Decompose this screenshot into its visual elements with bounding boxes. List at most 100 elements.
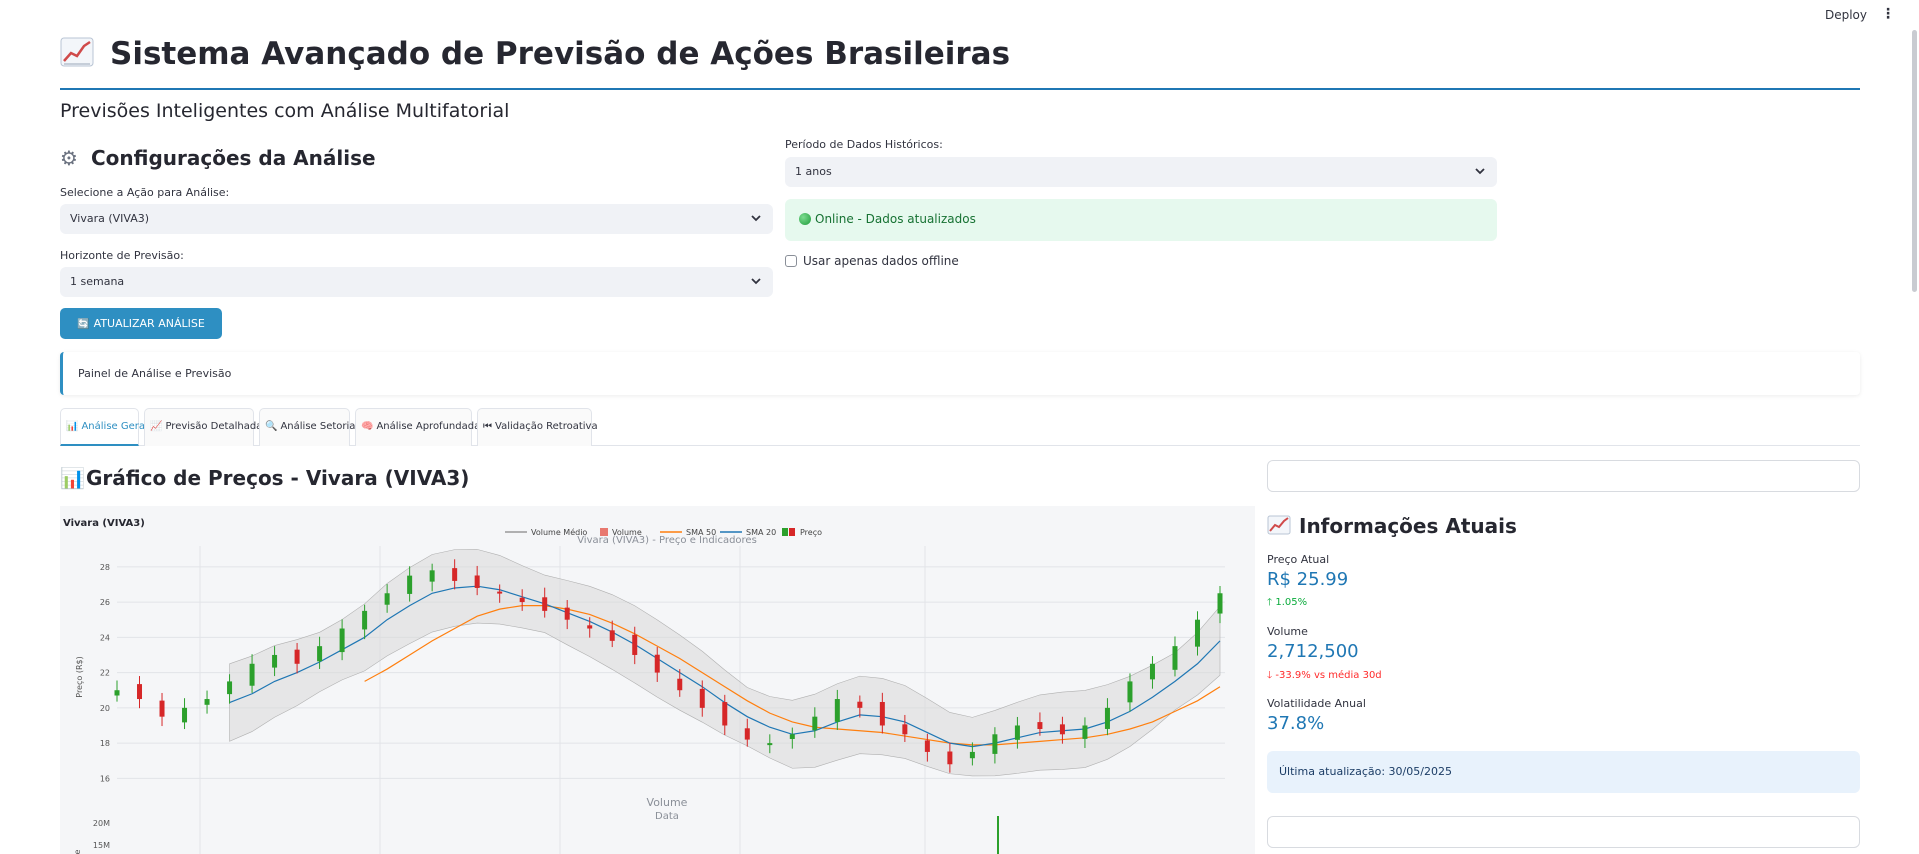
tab-analise-setorial[interactable]: 🔍 Análise Setorial bbox=[259, 408, 358, 446]
legend-swatch bbox=[600, 528, 608, 536]
price-chart-svg[interactable]: 16 18 20 22 24 26 28 Vivara (VIVA3) Vivara (VIVA… bbox=[60, 506, 1255, 854]
candle-body bbox=[902, 724, 908, 735]
chevron-down-icon bbox=[751, 215, 761, 222]
panel-title-text: Painel de Análise e Previsão bbox=[78, 367, 232, 380]
panel-title-box: Painel de Análise e Previsão bbox=[60, 352, 1860, 395]
info-title: Informações Atuais bbox=[1267, 514, 1517, 538]
stock-select[interactable]: Vivara (VIVA3) bbox=[60, 204, 773, 234]
candle-body bbox=[1149, 663, 1155, 680]
price-metric-label: Preço Atual bbox=[1267, 553, 1330, 566]
candle-body bbox=[789, 734, 795, 739]
legend-label: Volume Médio bbox=[531, 527, 587, 537]
empty-container-top bbox=[1267, 460, 1860, 492]
period-select-label: Período de Dados Históricos: bbox=[785, 138, 943, 151]
candle-body bbox=[834, 699, 840, 722]
last-update-banner: Última atualização: 30/05/2025 bbox=[1267, 751, 1860, 793]
candle-body bbox=[1127, 681, 1133, 703]
candle-body bbox=[474, 575, 480, 588]
price-metric-delta: 🡑 1.05% bbox=[1267, 595, 1307, 612]
y-tick-label: 28 bbox=[100, 563, 110, 572]
checkbox-icon[interactable] bbox=[785, 255, 797, 267]
stock-select-label: Selecione a Ação para Análise: bbox=[60, 186, 230, 199]
candle-body bbox=[452, 568, 458, 581]
legend-label: Preço bbox=[800, 528, 822, 537]
tab-analise-aprofundada[interactable]: 🧠 Análise Aprofundada bbox=[355, 408, 480, 446]
gear-icon: ⚙ bbox=[60, 146, 78, 170]
period-select[interactable]: 1 anos bbox=[785, 157, 1497, 187]
candle-body bbox=[429, 570, 435, 582]
candle-body bbox=[1037, 722, 1043, 730]
candle-body bbox=[1172, 646, 1178, 670]
update-analysis-button[interactable]: 🔄 ATUALIZAR ANÁLISE bbox=[60, 308, 222, 339]
bollinger-band bbox=[229, 549, 1221, 777]
candle-body bbox=[677, 678, 683, 691]
legend-label: Volume bbox=[612, 528, 642, 537]
tab-label: Previsão Detalhada bbox=[165, 421, 263, 432]
refresh-icon: 🔄 bbox=[77, 319, 90, 330]
chevron-down-icon bbox=[751, 278, 761, 285]
candle-body bbox=[587, 625, 593, 629]
candle-body bbox=[1014, 725, 1020, 740]
status-banner: Online - Dados atualizados bbox=[785, 199, 1497, 241]
config-title-text: Configurações da Análise bbox=[90, 146, 376, 170]
candle-body bbox=[362, 610, 368, 630]
period-select-value: 1 anos bbox=[795, 165, 832, 178]
kebab-menu-icon[interactable]: ⋮ bbox=[1881, 6, 1895, 22]
tab-previsao-detalhada[interactable]: 📈 Previsão Detalhada bbox=[144, 408, 262, 446]
page-title: Sistema Avançado de Previsão de Ações Br… bbox=[60, 36, 1010, 72]
info-title-text: Informações Atuais bbox=[1299, 514, 1517, 538]
candle-body bbox=[1217, 593, 1223, 614]
stock-select-value: Vivara (VIVA3) bbox=[70, 212, 150, 225]
status-text: Online - Dados atualizados bbox=[815, 212, 976, 226]
empty-container-bottom bbox=[1267, 816, 1860, 848]
candle-body bbox=[632, 634, 638, 655]
price-metric-value: R$ 25.99 bbox=[1267, 569, 1349, 590]
update-analysis-label: ATUALIZAR ANÁLISE bbox=[93, 317, 205, 330]
title-divider bbox=[60, 88, 1860, 90]
candle-body bbox=[767, 743, 773, 746]
candle-body bbox=[969, 751, 975, 759]
candle-body bbox=[407, 575, 413, 594]
candle-body bbox=[339, 628, 345, 653]
deploy-button[interactable]: Deploy bbox=[1824, 8, 1867, 22]
volatility-metric-label: Volatilidade Anual bbox=[1267, 697, 1366, 710]
arrow-up-icon: 🡑 bbox=[1267, 597, 1276, 608]
candle-body bbox=[249, 663, 255, 686]
legend-label: SMA 20 bbox=[746, 528, 776, 537]
volume-axis-label: e bbox=[73, 849, 82, 854]
candle-body bbox=[1194, 619, 1200, 647]
candle-body bbox=[272, 654, 278, 668]
price-chart[interactable]: 16 18 20 22 24 26 28 Vivara (VIVA3) Vivara (VIVA… bbox=[60, 506, 1255, 854]
chart-section-title: 📊Gráfico de Preços - Vivara (VIVA3) bbox=[60, 466, 469, 490]
candle-body bbox=[654, 654, 660, 673]
horizon-select-label: Horizonte de Previsão: bbox=[60, 249, 184, 262]
legend-label: SMA 50 bbox=[686, 528, 716, 537]
chart-increasing-icon bbox=[60, 37, 94, 67]
tab-validacao-retroativa[interactable]: ⏮ Validação Retroativa bbox=[477, 408, 598, 446]
volume-metric-label: Volume bbox=[1267, 625, 1308, 638]
y-tick-label: 22 bbox=[100, 669, 110, 678]
volume-subplot-title: Volume bbox=[647, 796, 688, 809]
horizon-select[interactable]: 1 semana bbox=[60, 267, 773, 297]
tab-label: Análise Geral bbox=[81, 421, 148, 432]
magnifier-icon: 🔍 bbox=[265, 421, 278, 432]
candle-body bbox=[137, 684, 143, 700]
config-title: ⚙ Configurações da Análise bbox=[60, 146, 376, 170]
candle-body bbox=[722, 702, 728, 726]
offline-checkbox-label: Usar apenas dados offline bbox=[803, 254, 959, 268]
bar-chart-icon: 📊 bbox=[66, 421, 79, 432]
candle-body bbox=[947, 751, 953, 765]
volume-tick-label: 20M bbox=[93, 819, 110, 828]
scrollbar[interactable] bbox=[1912, 30, 1917, 292]
candle-body bbox=[159, 700, 165, 717]
volume-metric-delta: 🡓 -33.9% vs média 30d bbox=[1267, 668, 1382, 685]
candle-body bbox=[564, 607, 570, 620]
candle-body bbox=[294, 649, 300, 664]
chart-increasing-icon bbox=[1267, 515, 1291, 535]
page-subtitle: Previsões Inteligentes com Análise Multi… bbox=[60, 100, 510, 122]
brain-icon: 🧠 bbox=[361, 421, 374, 432]
tab-analise-geral[interactable]: 📊 Análise Geral bbox=[60, 408, 148, 446]
chart-subtitle: Vivara (VIVA3) - Preço e Indicadores bbox=[577, 535, 757, 546]
offline-checkbox[interactable]: Usar apenas dados offline bbox=[785, 254, 959, 268]
page-title-text: Sistema Avançado de Previsão de Ações Br… bbox=[110, 36, 1011, 72]
